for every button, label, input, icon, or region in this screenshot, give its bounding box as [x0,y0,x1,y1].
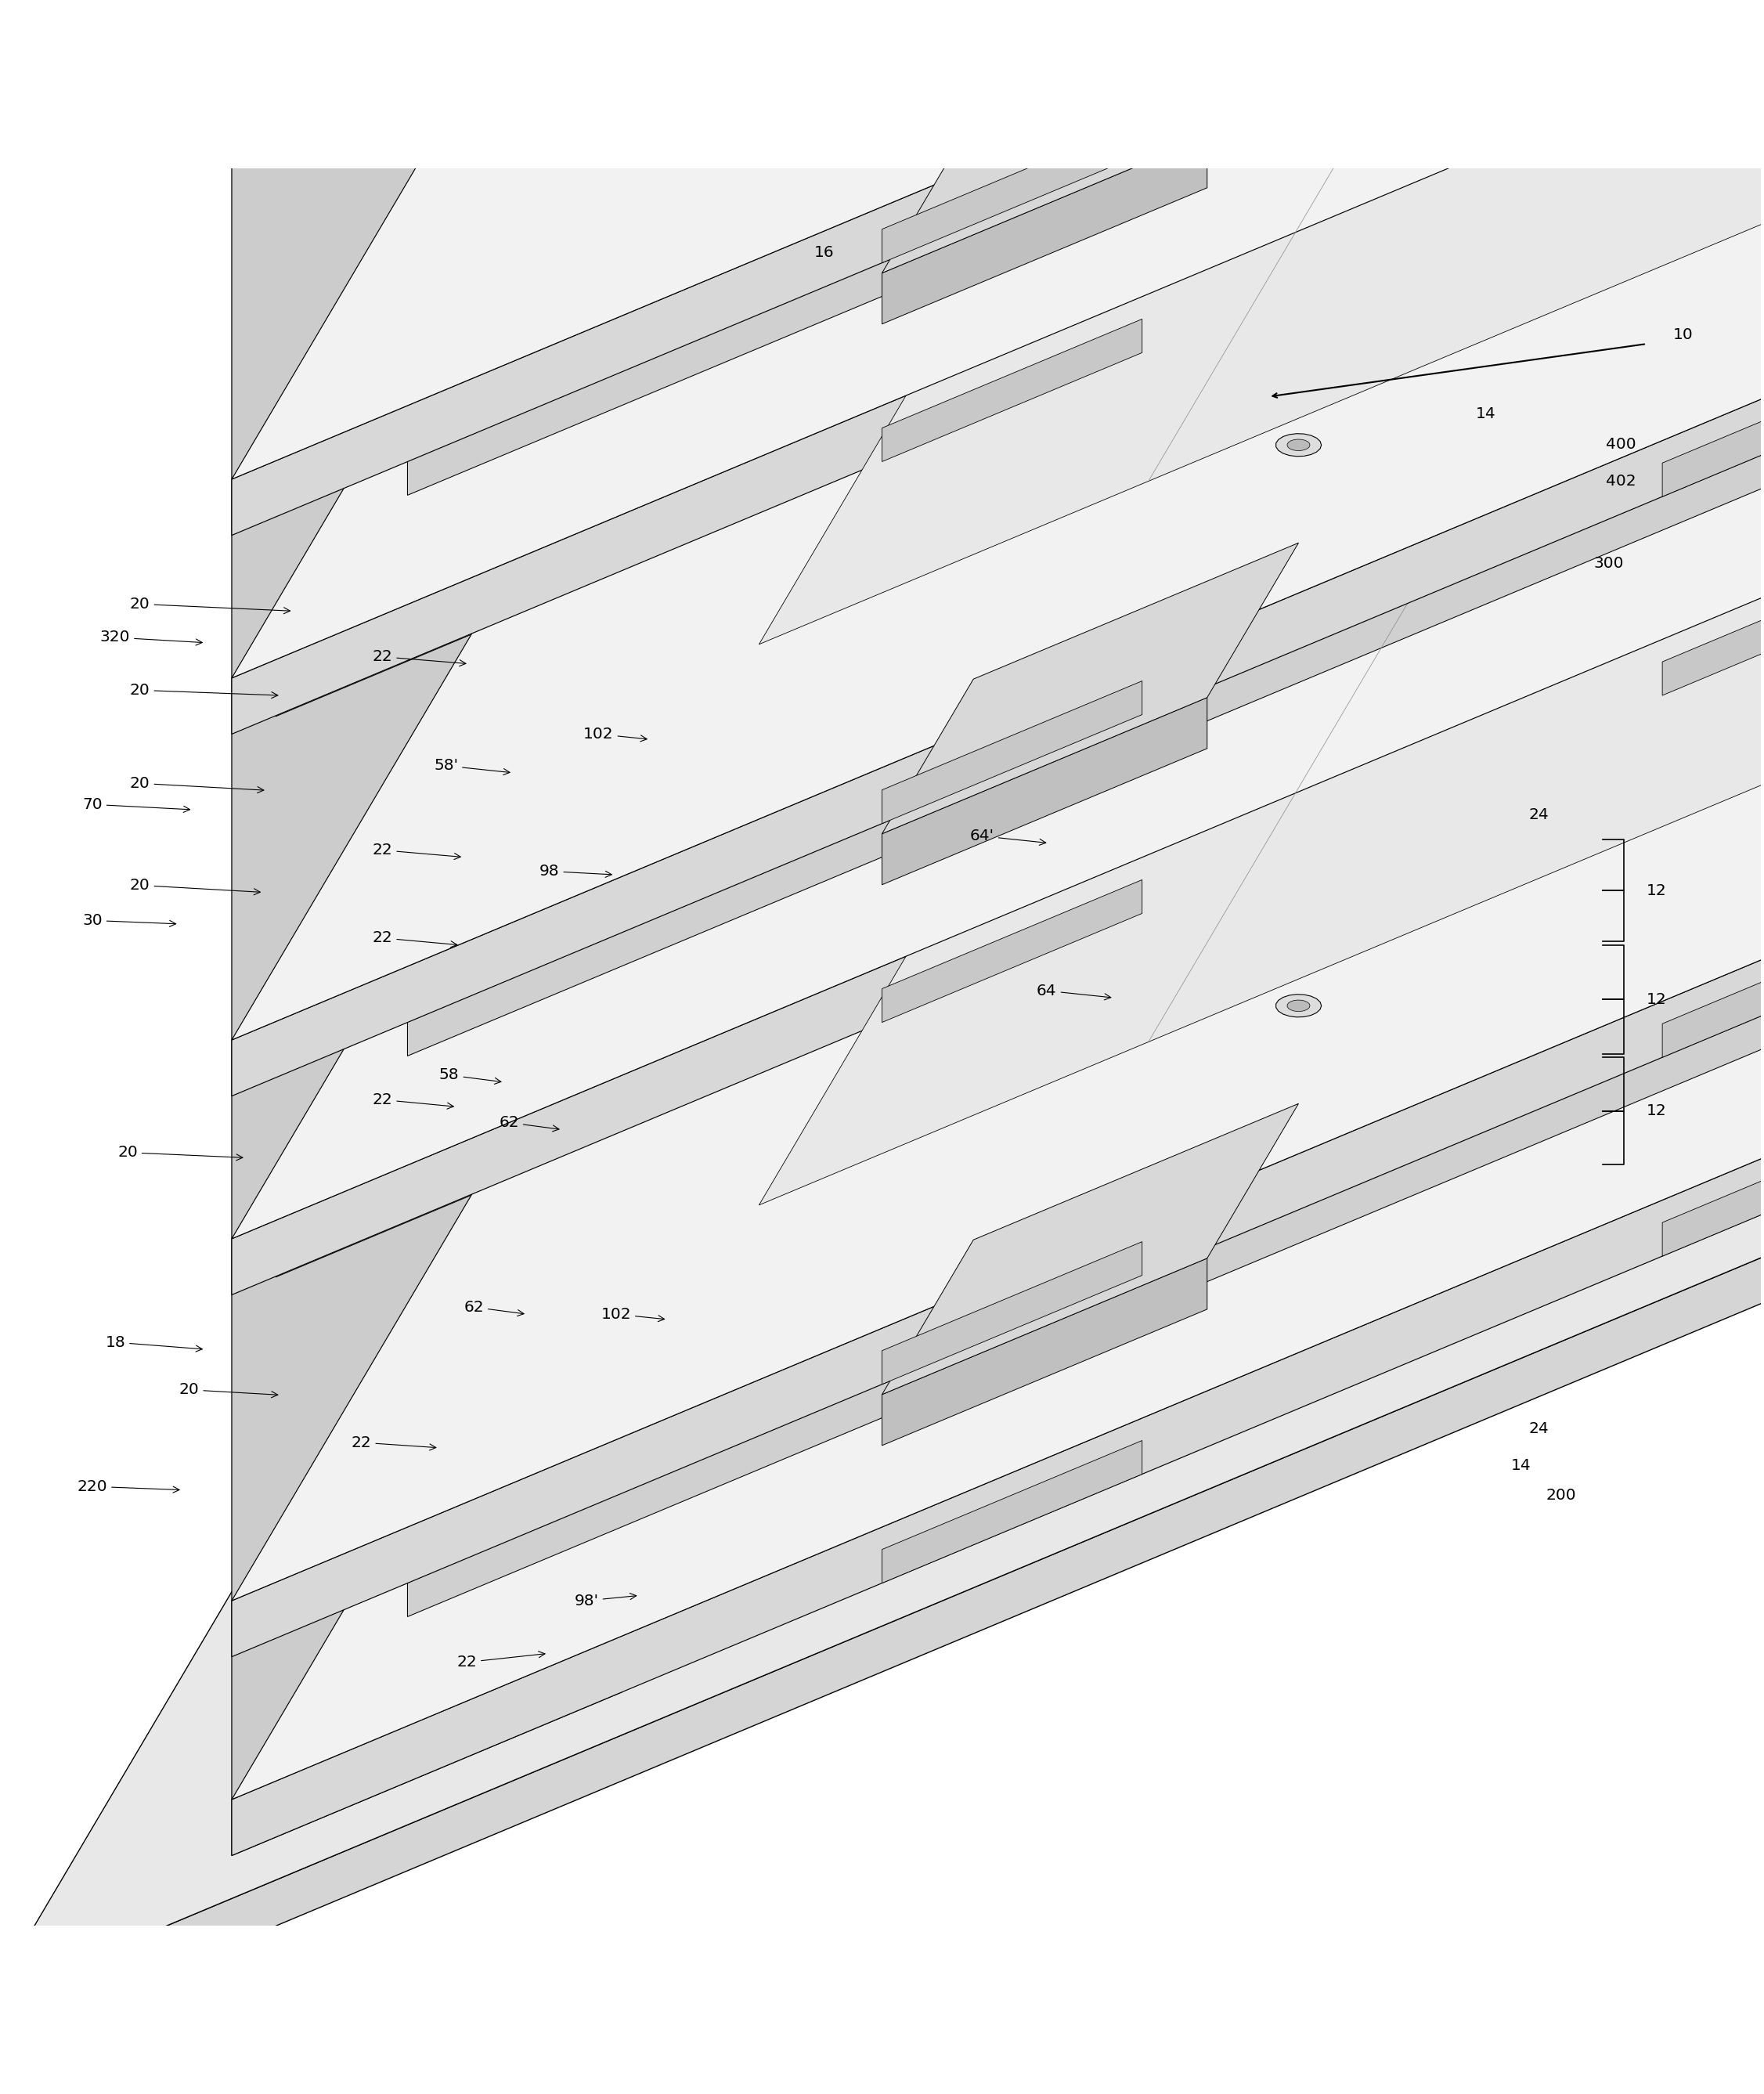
Text: 402: 402 [1605,473,1637,488]
Polygon shape [231,0,1764,1041]
Text: 58: 58 [439,1068,501,1085]
Text: 14: 14 [1512,1457,1531,1472]
Text: 62: 62 [464,1300,524,1315]
Polygon shape [231,0,1764,1855]
Text: 220: 220 [78,1478,180,1493]
Polygon shape [231,0,1764,678]
Polygon shape [407,0,1764,995]
Polygon shape [231,0,1764,1240]
Polygon shape [407,0,1764,1709]
Polygon shape [407,0,1764,1617]
Text: 62: 62 [499,1116,559,1131]
Polygon shape [882,1104,1298,1395]
Text: 64: 64 [1037,984,1111,1001]
Polygon shape [1662,553,1764,695]
Polygon shape [231,0,1764,1799]
Text: 12: 12 [1646,884,1667,898]
Polygon shape [759,0,1764,283]
Text: 20: 20 [131,683,277,697]
Polygon shape [882,879,1141,1022]
Polygon shape [882,1258,1207,1445]
Text: 64': 64' [970,829,1046,846]
Polygon shape [231,0,1764,536]
Polygon shape [1662,354,1764,496]
Polygon shape [231,0,1764,1656]
Polygon shape [0,0,1764,2046]
Polygon shape [407,0,1764,1055]
Polygon shape [1275,995,1321,1018]
Polygon shape [882,542,1298,833]
Text: 22: 22 [372,842,460,859]
Text: 400: 400 [1605,438,1637,452]
Text: 20: 20 [118,1145,243,1160]
Text: 22: 22 [351,1434,436,1451]
Text: 320: 320 [101,630,203,645]
Polygon shape [231,0,1764,1600]
Polygon shape [407,0,1764,1556]
Polygon shape [759,0,1764,1206]
Polygon shape [759,0,1764,844]
Polygon shape [759,0,1764,1403]
Text: 58': 58' [434,758,510,775]
Polygon shape [1288,1001,1311,1011]
Text: 102: 102 [584,727,647,741]
Text: 24: 24 [1529,808,1549,823]
Text: 16: 16 [813,245,834,260]
Text: 20: 20 [131,877,261,894]
Polygon shape [882,1242,1141,1384]
Text: 12: 12 [1646,993,1667,1007]
Text: 70: 70 [83,798,191,812]
Text: 30: 30 [83,913,176,928]
Polygon shape [407,0,1764,433]
Polygon shape [231,0,1764,1095]
Polygon shape [231,0,759,71]
Polygon shape [882,318,1141,461]
Text: 12: 12 [1646,1104,1667,1118]
Polygon shape [882,1441,1141,1583]
Polygon shape [882,681,1141,823]
Polygon shape [1662,1114,1764,1256]
Polygon shape [882,136,1207,325]
Polygon shape [759,0,1764,645]
Polygon shape [407,0,1764,494]
Text: 10: 10 [1672,327,1693,343]
Text: 20: 20 [131,777,265,794]
Text: 102: 102 [602,1307,665,1321]
Text: 98: 98 [540,865,612,879]
Polygon shape [1288,440,1311,450]
Polygon shape [231,0,1764,1294]
Text: 22: 22 [372,649,466,666]
Text: 18: 18 [106,1334,203,1353]
Text: 300: 300 [1595,557,1625,572]
Polygon shape [0,0,1764,2000]
Polygon shape [623,0,759,1692]
Text: 22: 22 [457,1652,545,1669]
Polygon shape [275,0,1764,716]
Text: 20: 20 [131,597,289,614]
Polygon shape [1662,0,1764,134]
Polygon shape [1662,915,1764,1057]
Text: 22: 22 [372,1093,453,1110]
Polygon shape [275,0,1764,1277]
Text: 200: 200 [1547,1489,1577,1503]
Text: 14: 14 [1476,406,1496,421]
Text: 98': 98' [575,1594,637,1608]
Polygon shape [1275,433,1321,456]
Polygon shape [231,0,1764,735]
Polygon shape [882,0,1298,272]
Text: 22: 22 [372,930,457,946]
Polygon shape [231,0,623,1855]
Polygon shape [759,0,1764,84]
Polygon shape [882,119,1141,264]
Text: 24: 24 [1529,1422,1549,1436]
Polygon shape [231,0,1764,480]
Polygon shape [882,697,1207,886]
Text: 20: 20 [178,1382,277,1397]
Polygon shape [0,0,443,23]
